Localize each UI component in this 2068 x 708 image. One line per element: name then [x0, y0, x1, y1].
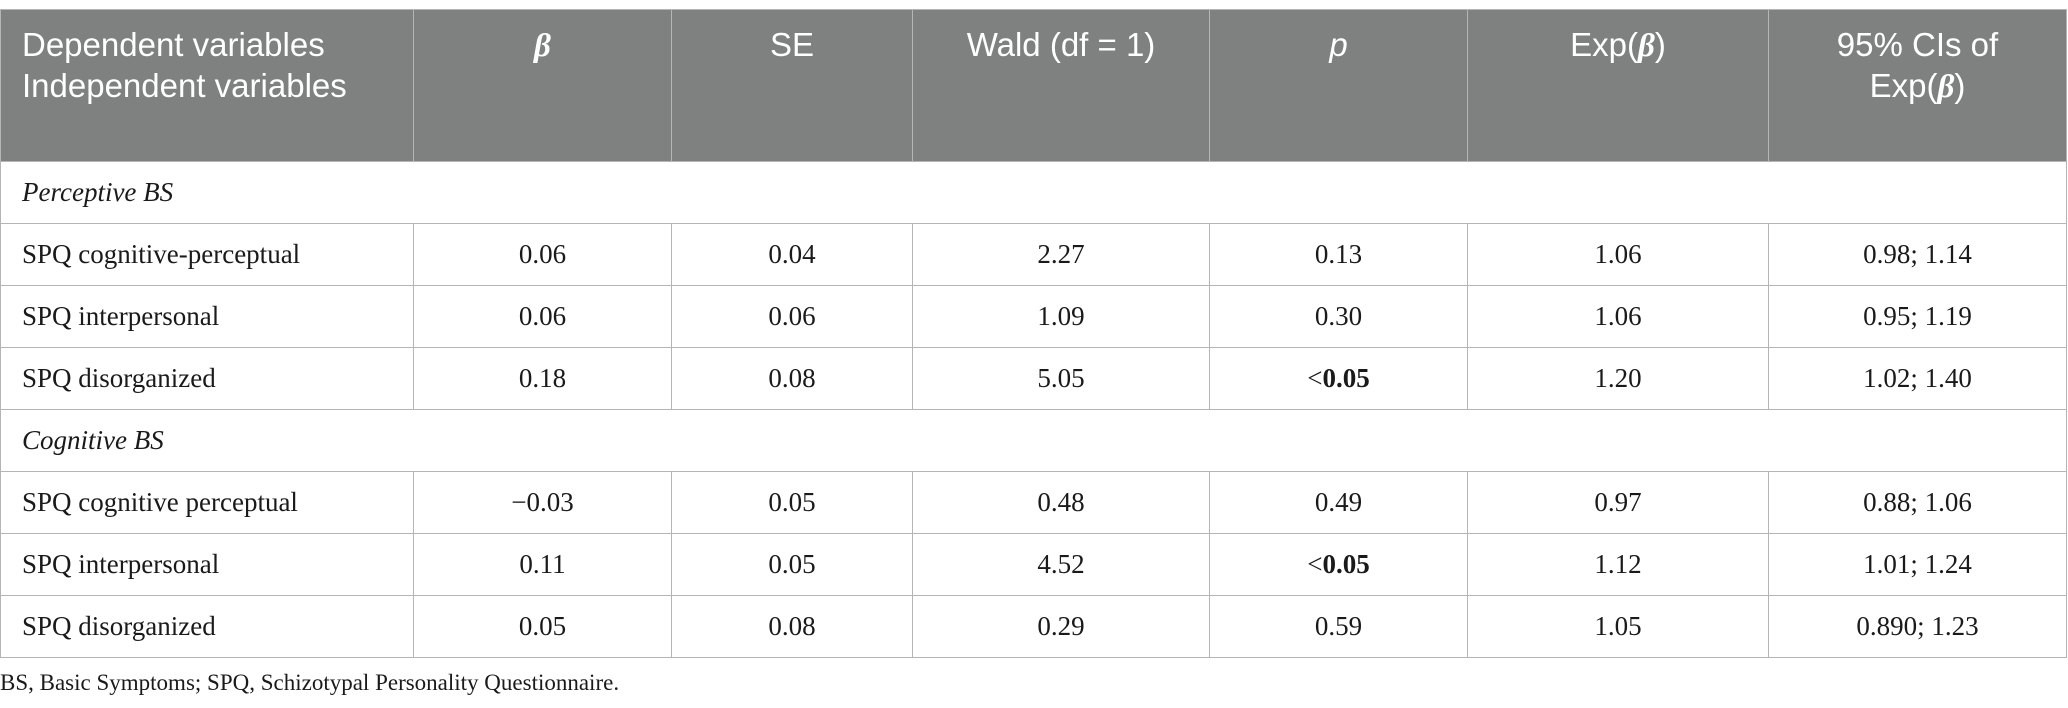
cell-wald: 4.52 [912, 533, 1210, 596]
cell-ci: 0.88; 1.06 [1768, 471, 2067, 534]
section-row: Perceptive BS [0, 161, 2067, 224]
header-p: p [1209, 9, 1468, 162]
row-label: SPQ disorganized [0, 347, 414, 410]
header-exp-beta-symbol: β [1637, 28, 1655, 64]
header-ci-line1: 95% CIs of [1836, 26, 1999, 63]
header-ci-prefix: Exp( [1869, 67, 1938, 104]
header-ci: 95% CIs of Exp(β) [1768, 9, 2067, 162]
header-row: Dependent variables Independent variable… [0, 9, 2067, 162]
regression-table: Dependent variables Independent variable… [0, 9, 2067, 658]
cell-ci: 1.02; 1.40 [1768, 347, 2067, 410]
cell-p: <0.05 [1209, 347, 1468, 410]
cell-ci: 1.01; 1.24 [1768, 533, 2067, 596]
header-se: SE [671, 9, 913, 162]
cell-exp: 1.06 [1467, 285, 1769, 348]
cell-exp: 1.20 [1467, 347, 1769, 410]
cell-beta: 0.06 [413, 223, 672, 286]
cell-ci: 0.95; 1.19 [1768, 285, 2067, 348]
table-row: SPQ cognitive-perceptual 0.06 0.04 2.27 0.13… [0, 223, 2067, 286]
table-row: SPQ disorganized 0.05 0.08 0.29 0.59 1.05 0.89… [0, 595, 2067, 658]
section-row: Cognitive BS [0, 409, 2067, 472]
p-prefix: < [1307, 363, 1323, 393]
row-label: SPQ cognitive perceptual [0, 471, 414, 534]
cell-se: 0.05 [671, 533, 913, 596]
cell-exp: 0.97 [1467, 471, 1769, 534]
cell-p: 0.59 [1209, 595, 1468, 658]
header-beta: β [413, 9, 672, 162]
row-label: SPQ interpersonal [0, 533, 414, 596]
cell-p: 0.13 [1209, 223, 1468, 286]
cell-se: 0.04 [671, 223, 913, 286]
header-p-symbol: p [1329, 26, 1348, 63]
header-ci-line2: Exp(β) [1781, 65, 2054, 108]
header-beta-symbol: β [534, 28, 551, 64]
row-label: SPQ cognitive-perceptual [0, 223, 414, 286]
cell-wald: 0.29 [912, 595, 1210, 658]
cell-se: 0.08 [671, 595, 913, 658]
header-variables: Dependent variables Independent variable… [0, 9, 414, 162]
cell-wald: 2.27 [912, 223, 1210, 286]
header-exp-suffix: ) [1654, 26, 1666, 63]
p-value: 0.13 [1314, 239, 1363, 269]
p-value: 0.05 [1322, 363, 1370, 393]
cell-wald: 1.09 [912, 285, 1210, 348]
cell-beta: 0.11 [413, 533, 672, 596]
header-dependent-label: Dependent variables [22, 26, 325, 63]
header-ci-suffix: ) [1954, 67, 1966, 104]
cell-p: <0.05 [1209, 533, 1468, 596]
cell-se: 0.06 [671, 285, 913, 348]
section-title: Perceptive BS [0, 161, 2067, 224]
table-row: SPQ interpersonal 0.06 0.06 1.09 0.30 1.06 0.9… [0, 285, 2067, 348]
cell-ci: 0.98; 1.14 [1768, 223, 2067, 286]
cell-exp: 1.12 [1467, 533, 1769, 596]
table-header: Dependent variables Independent variable… [0, 9, 2067, 162]
cell-beta: −0.03 [413, 471, 672, 534]
header-exp-prefix: Exp( [1570, 26, 1638, 63]
table-row: SPQ interpersonal 0.11 0.05 4.52 <0.05 1.12 1.… [0, 533, 2067, 596]
header-wald: Wald (df = 1) [912, 9, 1210, 162]
table-row: SPQ cognitive perceptual −0.03 0.05 0.48 0.4… [0, 471, 2067, 534]
header-exp-beta: Exp(β) [1467, 9, 1769, 162]
cell-exp: 1.05 [1467, 595, 1769, 658]
header-ci-beta-symbol: β [1937, 69, 1955, 105]
cell-se: 0.08 [671, 347, 913, 410]
row-label: SPQ interpersonal [0, 285, 414, 348]
p-value: 0.59 [1314, 611, 1363, 641]
section-title: Cognitive BS [0, 409, 2067, 472]
header-independent-label: Independent variables [22, 67, 347, 104]
row-label: SPQ disorganized [0, 595, 414, 658]
table-footnote: BS, Basic Symptoms; SPQ, Schizotypal Per… [0, 670, 620, 695]
cell-beta: 0.18 [413, 347, 672, 410]
cell-p: 0.49 [1209, 471, 1468, 534]
cell-se: 0.05 [671, 471, 913, 534]
p-value: 0.49 [1314, 487, 1363, 517]
p-value: 0.30 [1314, 301, 1363, 331]
table-row: SPQ disorganized 0.18 0.08 5.05 <0.05 1.20 1.0… [0, 347, 2067, 410]
cell-ci: 0.890; 1.23 [1768, 595, 2067, 658]
cell-p: 0.30 [1209, 285, 1468, 348]
cell-exp: 1.06 [1467, 223, 1769, 286]
cell-beta: 0.06 [413, 285, 672, 348]
cell-wald: 0.48 [912, 471, 1210, 534]
cell-beta: 0.05 [413, 595, 672, 658]
p-value: 0.05 [1322, 549, 1370, 579]
p-prefix: < [1307, 549, 1323, 579]
table-body: Perceptive BS SPQ cognitive-perceptual 0.0… [0, 161, 2067, 658]
cell-wald: 5.05 [912, 347, 1210, 410]
